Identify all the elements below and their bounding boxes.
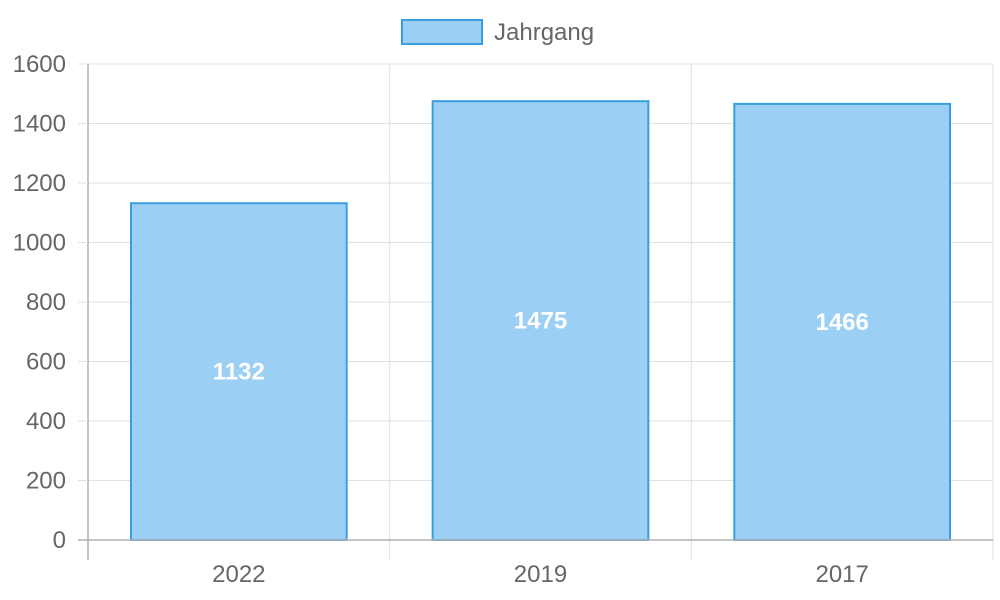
y-tick-label: 400 bbox=[26, 408, 66, 435]
y-tick-label: 1000 bbox=[13, 230, 66, 257]
bar-2017[interactable] bbox=[733, 102, 952, 542]
legend-label[interactable]: Jahrgang bbox=[494, 19, 594, 46]
x-tick-label: 2022 bbox=[212, 561, 265, 588]
y-tick-label: 800 bbox=[26, 289, 66, 316]
legend[interactable]: Jahrgang bbox=[401, 19, 594, 46]
data-label-2019: 1475 bbox=[514, 308, 567, 335]
data-labels: 1132 1475 1466 bbox=[213, 308, 869, 386]
y-tick-label: 1600 bbox=[13, 51, 66, 78]
y-tick-label: 1200 bbox=[13, 170, 66, 197]
bars bbox=[129, 100, 952, 542]
x-tick-label: 2019 bbox=[514, 561, 567, 588]
y-tick-label: 1400 bbox=[13, 111, 66, 138]
axes: 0 200 400 600 800 1000 1200 1400 1600 2022 2019 201… bbox=[13, 51, 993, 588]
y-tick-label: 600 bbox=[26, 349, 66, 376]
y-tick-label: 0 bbox=[53, 527, 66, 554]
bar-2019[interactable] bbox=[431, 100, 650, 541]
y-tick-label: 200 bbox=[26, 468, 66, 495]
data-label-2022: 1132 bbox=[213, 359, 265, 386]
x-tick-label: 2017 bbox=[815, 561, 868, 588]
bar-2022[interactable] bbox=[129, 202, 348, 541]
data-label-2017: 1466 bbox=[815, 309, 868, 336]
legend-swatch[interactable] bbox=[401, 19, 483, 45]
